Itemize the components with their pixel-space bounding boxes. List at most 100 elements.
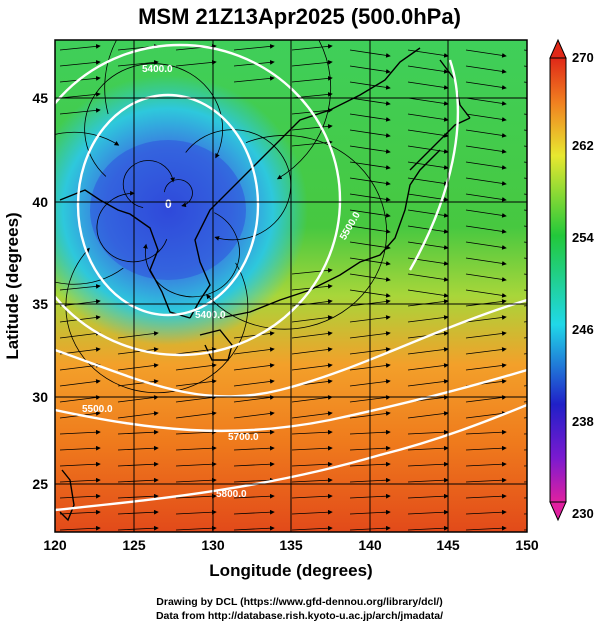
contour-5700: [55, 368, 527, 433]
streamline: [407, 347, 449, 355]
streamline: [465, 461, 507, 467]
streamline: [185, 129, 292, 241]
x-axis-label: Longitude (degrees): [209, 561, 372, 580]
streamline: [523, 529, 527, 531]
y-tick-label: 45: [32, 90, 48, 106]
streamline: [291, 60, 333, 67]
x-tick-label: 130: [201, 537, 225, 553]
streamline: [407, 209, 449, 218]
x-tick-label: 135: [279, 537, 303, 553]
streamline: [233, 493, 275, 499]
streamline: [465, 273, 507, 282]
streamline: [465, 225, 507, 234]
contour-label: 5500.0: [82, 404, 113, 415]
streamline: [117, 331, 159, 339]
streamline: [291, 347, 333, 355]
streamline: [407, 315, 449, 323]
streamline: [233, 60, 275, 67]
streamline: [96, 190, 168, 263]
streamline: [407, 49, 449, 58]
streamline: [59, 493, 101, 499]
streamline: [233, 461, 275, 467]
streamline: [117, 477, 159, 483]
contour-5400-inner: [76, 93, 260, 317]
streamline: [59, 461, 101, 467]
streamline: [465, 97, 507, 106]
streamline: [291, 44, 333, 51]
streamline: [407, 461, 449, 467]
streamline: [233, 411, 275, 419]
credit-drawing: Drawing by DCL (https://www.gfd-dennou.o…: [156, 596, 443, 608]
x-tick-label: 125: [122, 537, 146, 553]
y-axis-label: Latitude (degrees): [3, 212, 22, 359]
streamline: [55, 131, 124, 285]
colorbar: 270 262 254 246 238 230: [549, 38, 594, 522]
streamline: [117, 411, 159, 419]
contour-5500-east: [408, 59, 460, 271]
streamline: [291, 461, 333, 467]
streamline: [465, 161, 507, 170]
colorbar-tick: 230: [572, 506, 594, 521]
streamline: [59, 379, 101, 387]
streamline: [233, 363, 275, 371]
streamline: [122, 160, 176, 208]
streamline: [291, 363, 333, 371]
streamline: [233, 525, 275, 531]
streamline: [465, 209, 507, 218]
streamline: [291, 124, 333, 131]
streamline: [465, 477, 507, 483]
streamline: [407, 145, 449, 154]
streamline: [465, 193, 507, 202]
streamline: [465, 65, 507, 74]
streamline: [465, 81, 507, 90]
streamline: [291, 331, 333, 339]
x-tick-label: 150: [515, 537, 539, 553]
streamline: [117, 363, 159, 371]
streamline: [233, 76, 275, 83]
contour-5800: [55, 403, 527, 512]
streamline: [233, 347, 275, 355]
chart-title: MSM 21Z13Apr2025 (500.0hPa): [138, 4, 461, 29]
streamline: [117, 493, 159, 499]
y-tick-label: 35: [32, 296, 48, 312]
streamline: [117, 429, 159, 435]
streamline: [59, 445, 101, 451]
streamline: [465, 363, 507, 371]
streamline: [291, 445, 333, 451]
credit-data: Data from http://database.rish.kyoto-u.a…: [155, 610, 444, 622]
contour-label: 5800.0: [216, 489, 247, 500]
streamline: [291, 477, 333, 483]
streamline: [59, 509, 101, 515]
streamline: [291, 268, 333, 275]
streamline: [65, 247, 249, 394]
streamline: [407, 161, 449, 170]
colorbar-tick: 238: [572, 414, 594, 429]
y-tick-label: 40: [32, 194, 48, 210]
streamline: [407, 525, 449, 531]
colorbar-tick: 246: [572, 322, 594, 337]
plot-frame: [54, 39, 528, 533]
streamline: [407, 113, 449, 122]
streamline: [465, 445, 507, 451]
streamline: [407, 509, 449, 515]
streamline: [291, 429, 333, 435]
streamline: [407, 81, 449, 90]
contour-label: 5700.0: [228, 432, 259, 443]
contour-lines: [55, 43, 527, 512]
y-tick-label: 30: [32, 389, 48, 405]
streamline: [465, 289, 507, 298]
streamline: [117, 347, 159, 355]
streamline: [59, 284, 101, 291]
x-tick-label: 140: [358, 537, 382, 553]
streamline: [407, 493, 449, 499]
colorbar-tick: 262: [572, 138, 594, 153]
streamline: [233, 331, 275, 339]
streamline: [465, 525, 507, 531]
y-tick-label: 25: [32, 476, 48, 492]
low-center-marker: 0: [165, 197, 172, 211]
streamline: [233, 429, 275, 435]
streamline: [465, 177, 507, 186]
streamline: [117, 60, 159, 67]
streamline: [233, 44, 275, 51]
